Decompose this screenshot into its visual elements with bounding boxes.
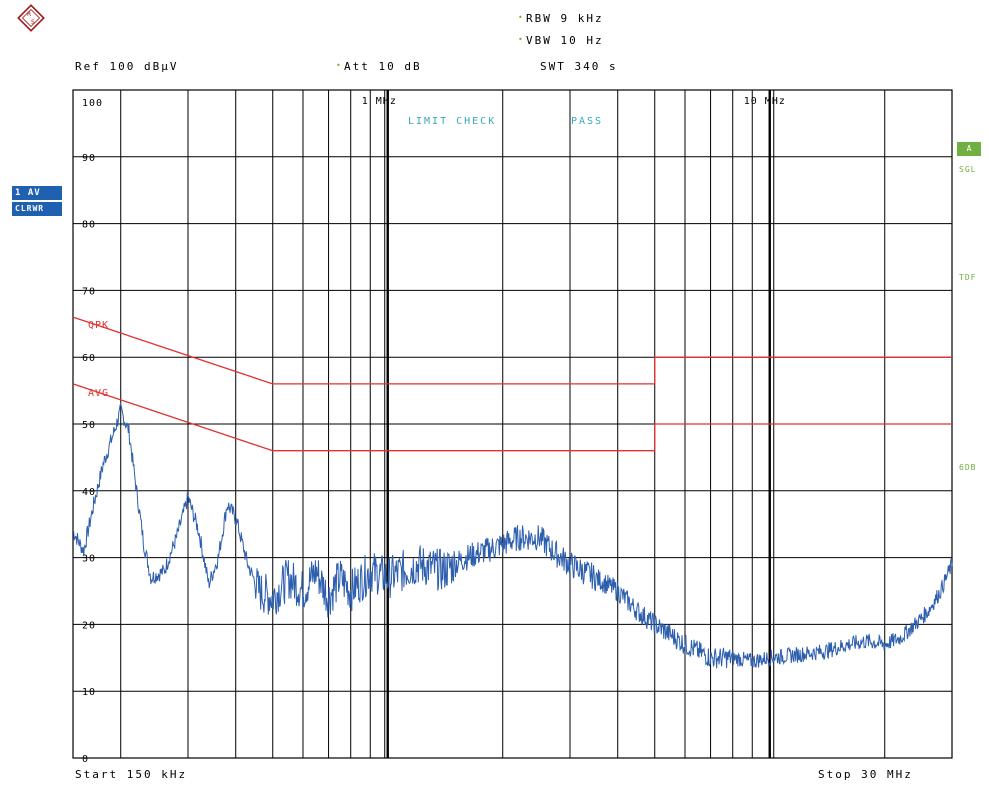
vbw-readout: VBW 10 Hz [526, 34, 604, 47]
sgl-label: SGL [959, 165, 976, 174]
y-tick-label: 30 [82, 554, 96, 565]
y-tick-label: 0 [82, 754, 89, 765]
y-tick-label: 90 [82, 153, 96, 164]
y-tick-label: 10 [82, 687, 96, 698]
trace-group [72, 402, 953, 669]
limit-check-result: PASS [571, 116, 603, 127]
trace-1-av-badge: 1 AV [12, 186, 62, 200]
limit-line-avg [72, 383, 952, 452]
y-tick-label: 100 [82, 98, 103, 109]
trace-1-line [72, 402, 953, 669]
header: • RBW 9 kHz • VBW 10 Hz Ref 100 dBµV • A… [75, 12, 618, 73]
y-tick-label: 40 [82, 487, 96, 498]
limit-check-label: LIMIT CHECK [408, 116, 496, 127]
tdf-label: TDF [959, 273, 976, 282]
y-tick-label: 20 [82, 620, 96, 631]
y-tick-label: 50 [82, 420, 96, 431]
attenuation-readout: Att 10 dB [344, 60, 422, 73]
svg-text:•: • [518, 13, 524, 22]
stop-frequency: Stop 30 MHz [818, 768, 913, 781]
sweep-time-readout: SWT 340 s [540, 60, 618, 73]
right-a-badge: A [957, 142, 981, 156]
x-tick-labels: 1 MHz 10 MHz [362, 96, 786, 107]
6db-label: 6DB [959, 463, 976, 472]
limit-lines [72, 316, 952, 452]
trace-mode-badge: CLRWR [12, 202, 62, 216]
avg-limit-label: AVG [88, 388, 109, 399]
ref-level-readout: Ref 100 dBµV [75, 60, 178, 73]
x-tick-label: 10 MHz [744, 96, 786, 107]
y-tick-label: 70 [82, 286, 96, 297]
svg-text:•: • [518, 35, 524, 44]
y-tick-labels: 0 10 20 30 40 50 60 70 80 90 100 [82, 98, 103, 765]
rbw-readout: RBW 9 kHz [526, 12, 604, 25]
y-tick-label: 80 [82, 220, 96, 231]
x-tick-label: 1 MHz [362, 96, 397, 107]
qpk-limit-label: QPK [88, 320, 109, 331]
svg-text:S: S [31, 19, 35, 26]
svg-text:R: R [27, 11, 31, 18]
y-tick-label: 60 [82, 353, 96, 364]
svg-text:•: • [336, 61, 342, 70]
rohde-schwarz-logo: R S [17, 4, 45, 32]
start-frequency: Start 150 kHz [75, 768, 187, 781]
limit-line-qpk [72, 316, 952, 385]
